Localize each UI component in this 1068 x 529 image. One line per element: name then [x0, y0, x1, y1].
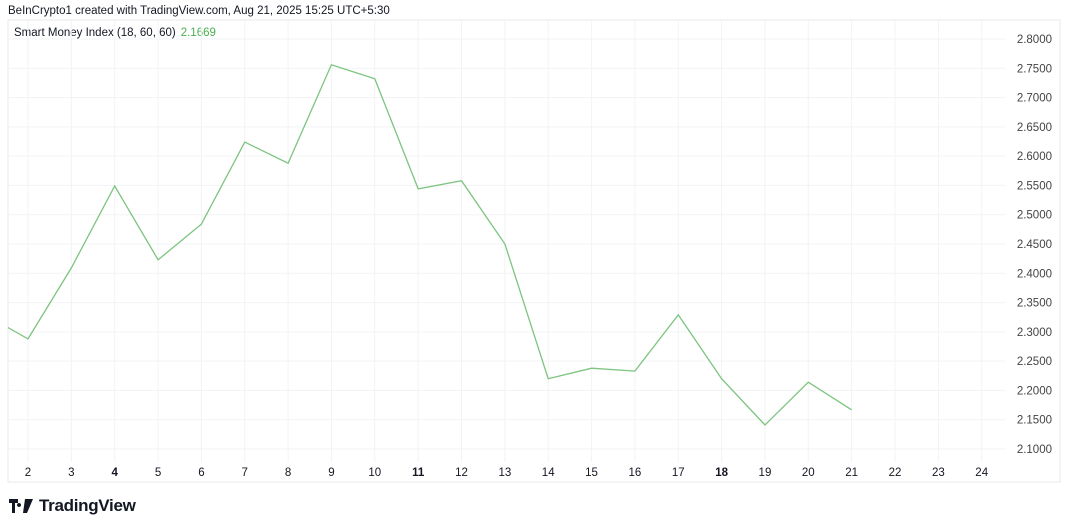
y-tick-label: 2.3500 — [1017, 298, 1052, 310]
x-tick-label: 7 — [242, 467, 248, 479]
y-tick-label: 2.7000 — [1017, 93, 1052, 105]
y-tick-label: 2.2000 — [1017, 385, 1052, 397]
y-tick-label: 2.2500 — [1017, 356, 1052, 368]
logo-text: TradingView — [39, 496, 136, 515]
x-tick-label: 16 — [629, 467, 642, 479]
y-tick-label: 2.5000 — [1017, 210, 1052, 222]
y-tick-label: 2.7500 — [1017, 63, 1052, 75]
x-tick-label: 17 — [672, 467, 685, 479]
x-tick-label: 19 — [759, 467, 772, 479]
indicator-name: Smart Money Index (18, 60, 60) — [14, 27, 176, 39]
y-tick-label: 2.8000 — [1017, 34, 1052, 46]
y-tick-label: 2.6000 — [1017, 151, 1052, 163]
x-tick-label: 15 — [585, 467, 598, 479]
y-tick-label: 2.5500 — [1017, 180, 1052, 192]
x-tick-label: 2 — [25, 467, 31, 479]
chart-credit: BeInCrypto1 created with TradingView.com… — [8, 5, 390, 17]
x-tick-label: 11 — [412, 467, 425, 479]
y-tick-label: 2.4500 — [1017, 239, 1052, 251]
plot-border — [7, 19, 1061, 483]
y-tick-label: 2.3000 — [1017, 327, 1052, 339]
x-tick-label: 4 — [111, 467, 118, 479]
x-tick-label: 14 — [542, 467, 555, 479]
x-tick-label: 24 — [975, 467, 988, 479]
x-tick-label: 20 — [802, 467, 815, 479]
x-tick-label: 6 — [198, 467, 204, 479]
x-tick-label: 10 — [368, 467, 381, 479]
indicator-value: 2.1669 — [180, 27, 216, 39]
y-tick-label: 2.1000 — [1017, 444, 1052, 456]
x-tick-label: 5 — [155, 467, 161, 479]
y-tick-label: 2.4000 — [1017, 268, 1052, 280]
tradingview-logo-icon — [9, 499, 33, 513]
x-tick-label: 9 — [328, 467, 334, 479]
y-tick-label: 2.1500 — [1017, 415, 1052, 427]
x-tick-label: 22 — [889, 467, 902, 479]
y-tick-label: 2.6500 — [1017, 122, 1052, 134]
x-tick-label: 12 — [455, 467, 468, 479]
smart-money-index-line — [8, 64, 852, 426]
x-tick-label: 13 — [498, 467, 511, 479]
x-tick-label: 3 — [68, 467, 74, 479]
x-tick-label: 23 — [932, 467, 945, 479]
indicator-legend[interactable]: Smart Money Index (18, 60, 60) 2.1669 — [14, 27, 216, 39]
x-tick-label: 8 — [285, 467, 291, 479]
x-tick-label: 21 — [845, 467, 858, 479]
tradingview-logo: TradingView — [9, 496, 136, 516]
x-tick-label: 18 — [715, 467, 728, 479]
